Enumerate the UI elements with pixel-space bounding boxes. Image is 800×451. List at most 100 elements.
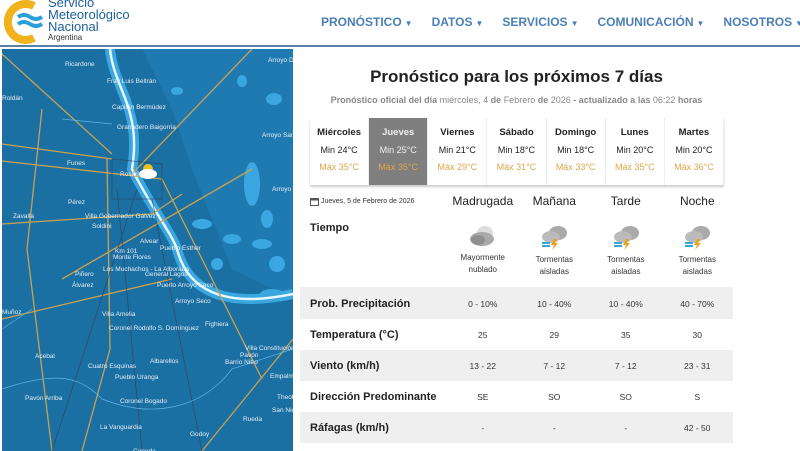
caret-down-icon: ▼ xyxy=(570,19,579,28)
day-tab-4[interactable]: Domingo Min 18°C Máx 33°C xyxy=(547,118,606,185)
row-value: SO xyxy=(619,391,632,402)
weather-desc: nublado xyxy=(468,265,498,274)
map-place-label: Villa Amelia xyxy=(102,311,136,318)
map-place-label: Granadero Baigorria xyxy=(117,124,176,131)
subtitle-part: Pronóstico oficial del día xyxy=(330,95,438,105)
day-min: Min 24°C xyxy=(320,145,358,155)
map-place-label: Arroyo Seco xyxy=(175,298,211,305)
day-max: Máx 33°C xyxy=(555,162,596,172)
nav-servicios[interactable]: SERVICIOS ▼ xyxy=(502,15,578,29)
weather-desc: Tormentas xyxy=(678,255,716,264)
weather-marker-icon[interactable] xyxy=(139,164,157,179)
map-place-label: Puerto Arroyo Seco xyxy=(157,282,214,289)
map-place-label: Coronel Rodolfo S. Domínguez xyxy=(109,325,199,332)
map-place-label: San Nicolás xyxy=(272,407,293,414)
row-value: 10 - 40% xyxy=(608,298,643,309)
caret-down-icon: ▼ xyxy=(696,19,705,28)
map-place-label: Villa Gobernador Gálvez xyxy=(85,213,156,220)
logo-text: Servicio Meteorológico Nacional Argentin… xyxy=(48,0,130,43)
map-place-label: Zavalla xyxy=(13,213,34,220)
row-value: 29 xyxy=(549,329,560,340)
row-value: SE xyxy=(477,391,489,402)
day-min: Min 20°C xyxy=(616,145,654,155)
day-tab-3[interactable]: Sábado Min 18°C Máx 31°C xyxy=(487,118,547,185)
day-max: Máx 29°C xyxy=(437,162,478,172)
period-header: Noche xyxy=(679,194,715,208)
day-tab-2[interactable]: Viernes Min 21°C Máx 29°C xyxy=(428,118,488,185)
nav-datos[interactable]: DATOS ▼ xyxy=(432,15,484,29)
row-value: 35 xyxy=(621,329,631,340)
map-place-label: Arroyo De xyxy=(268,57,293,64)
day-tab-5[interactable]: Lunes Min 20°C Máx 35°C xyxy=(606,118,665,185)
smn-logo[interactable]: Servicio Meteorológico Nacional Argentin… xyxy=(3,0,294,46)
logo-line: Meteorológico xyxy=(48,7,130,22)
table-row: Viento (km/h) 13 - 22 7 - 12 7 - 12 23 - 31 xyxy=(300,350,733,381)
day-max: Máx 31°C xyxy=(496,162,537,172)
caret-down-icon: ▼ xyxy=(795,19,800,28)
forecast-table: Jueves, 5 de Febrero de 2026 Madrugada M… xyxy=(300,190,733,443)
subtitle-part: Febrero xyxy=(503,95,536,105)
map-place-label: Muñoz xyxy=(2,309,22,316)
logo-line: Servicio xyxy=(48,0,95,10)
row-value: - xyxy=(552,422,556,433)
map-place-label: Cuatro Esquinas xyxy=(88,363,137,370)
map-place-label: Rosario xyxy=(120,171,143,178)
weather-cell: Tormentas aisladas xyxy=(662,212,734,278)
nav-comunicacion[interactable]: COMUNICACIÓN ▼ xyxy=(597,15,704,29)
forecast-map[interactable]: Ricardone Fray Luis Beltrán Capitán Bermúd… xyxy=(2,49,293,451)
map-place-label: General Lagos xyxy=(145,271,188,278)
map-place-label: Pavón xyxy=(240,352,259,359)
row-value: 25 xyxy=(478,329,488,340)
map-place-label: Acebal xyxy=(35,353,55,360)
nav-label: PRONÓSTICO xyxy=(321,15,402,29)
header: Servicio Meteorológico Nacional Argentin… xyxy=(0,0,800,47)
map-place-label: Arroyo San L xyxy=(262,132,293,139)
day-name: Jueves xyxy=(382,127,415,138)
row-value: 23 - 31 xyxy=(684,360,711,371)
day-max: Máx 35°C xyxy=(614,162,655,172)
map-place-label: Rueda xyxy=(243,416,263,423)
forecast-subtitle: Pronóstico oficial del día miércoles, 4 … xyxy=(300,95,733,105)
main-nav: PRONÓSTICO ▼ DATOS ▼ SERVICIOS ▼ COMUNICACI… xyxy=(321,15,800,29)
row-value: - xyxy=(624,422,628,433)
map-place-label: Roldán xyxy=(2,95,23,102)
day-max: Máx 35°C xyxy=(378,162,419,172)
rail-lines xyxy=(51,158,203,451)
smn-logo-icon xyxy=(3,0,44,44)
day-tab-1[interactable]: Jueves Min 25°C Máx 35°C xyxy=(369,118,429,185)
day-max: Máx 36°C xyxy=(674,162,714,172)
day-name: Martes xyxy=(678,127,710,138)
map-place-label: La Vanguardia xyxy=(100,424,142,431)
weather-desc: aisladas xyxy=(682,267,712,276)
map-place-label: Arroyo Do xyxy=(272,186,293,193)
subtitle-part: de xyxy=(490,95,502,105)
table-row: Prob. Precipitación 0 - 10% 10 - 40% 10 - 4… xyxy=(300,288,733,319)
map-island-area xyxy=(142,49,293,299)
caret-down-icon: ▼ xyxy=(404,19,413,28)
subtitle-part: 06:22 xyxy=(652,95,676,105)
table-row: Dirección Predominante SE SO SO S xyxy=(300,381,733,412)
nav-pronostico[interactable]: PRONÓSTICO ▼ xyxy=(321,15,413,29)
day-name: Miércoles xyxy=(317,127,361,138)
map-place-label: Km 101 xyxy=(115,248,138,255)
thunderstorm-icon xyxy=(613,226,639,250)
calendar-icon xyxy=(310,197,319,206)
row-value: 13 - 22 xyxy=(469,360,497,371)
map-place-label: Soldini xyxy=(92,223,112,230)
table-row: Ráfagas (km/h) - - - 42 - 50 xyxy=(300,412,733,443)
map-place-label: Ricardone xyxy=(65,61,95,68)
map-place-label: Piñero xyxy=(75,271,94,278)
day-min: Min 18°C xyxy=(497,145,536,155)
subtitle-part: horas xyxy=(677,95,703,105)
row-value: 0 - 10% xyxy=(468,298,498,309)
weather-desc: Tormentas xyxy=(535,255,573,264)
day-tab-0[interactable]: Miércoles Min 24°C Máx 35°C xyxy=(310,118,370,185)
day-tab-6[interactable]: Martes Min 20°C Máx 36°C xyxy=(665,118,724,185)
row-value: 30 xyxy=(692,329,703,340)
row-value: 7 - 12 xyxy=(614,360,637,371)
nav-label: DATOS xyxy=(431,15,473,29)
day-min: Min 21°C xyxy=(438,145,476,155)
row-value: SO xyxy=(548,391,561,402)
nav-nosotros[interactable]: NOSOTROS ▼ xyxy=(723,15,800,29)
parana-river xyxy=(108,49,293,301)
